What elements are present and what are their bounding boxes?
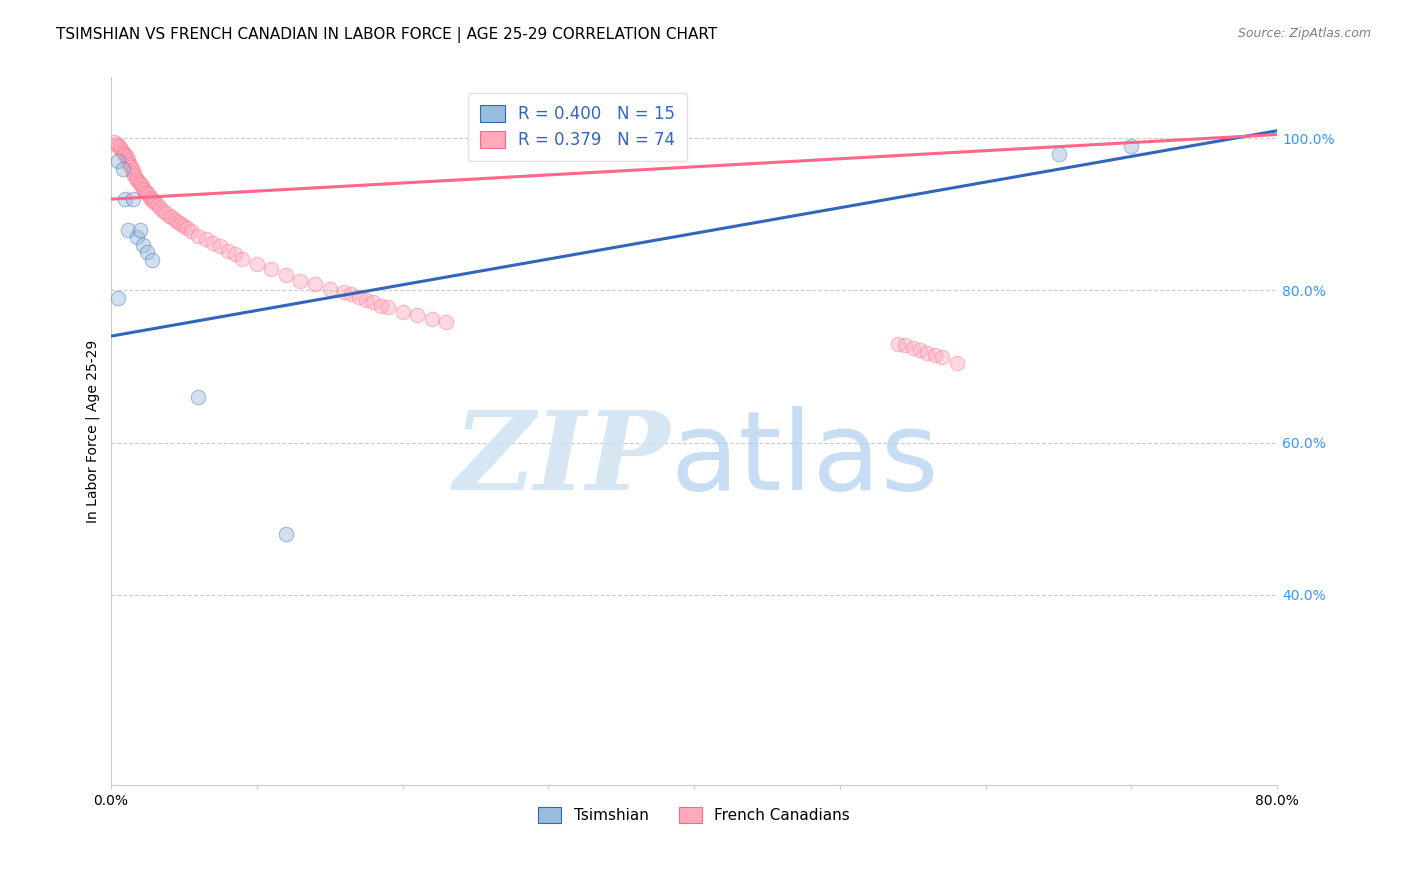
- Point: [146, 198, 169, 212]
- Point: [121, 165, 143, 179]
- Point: [170, 217, 193, 231]
- Point: [121, 192, 143, 206]
- Point: [887, 336, 910, 351]
- Point: [117, 155, 139, 169]
- Point: [103, 135, 125, 149]
- Point: [136, 245, 159, 260]
- Point: [333, 285, 356, 299]
- Point: [209, 239, 232, 253]
- Point: [187, 390, 209, 404]
- Point: [167, 215, 190, 229]
- Point: [274, 268, 297, 283]
- Point: [945, 356, 967, 370]
- Point: [917, 346, 939, 360]
- Point: [112, 146, 135, 161]
- Point: [128, 176, 150, 190]
- Point: [274, 527, 297, 541]
- Point: [138, 188, 160, 202]
- Text: TSIMSHIAN VS FRENCH CANADIAN IN LABOR FORCE | AGE 25-29 CORRELATION CHART: TSIMSHIAN VS FRENCH CANADIAN IN LABOR FO…: [56, 27, 717, 43]
- Point: [1121, 139, 1143, 153]
- Point: [304, 277, 326, 292]
- Point: [406, 308, 429, 322]
- Point: [136, 186, 159, 200]
- Point: [127, 230, 149, 244]
- Y-axis label: In Labor Force | Age 25-29: In Labor Force | Age 25-29: [86, 340, 100, 523]
- Point: [108, 140, 131, 154]
- Point: [142, 194, 165, 208]
- Point: [391, 305, 413, 319]
- Text: ZIP: ZIP: [454, 406, 671, 513]
- Point: [129, 177, 152, 191]
- Point: [115, 150, 138, 164]
- Point: [120, 160, 142, 174]
- Point: [149, 202, 172, 216]
- Point: [318, 282, 340, 296]
- Point: [107, 154, 129, 169]
- Point: [377, 300, 399, 314]
- Point: [125, 170, 148, 185]
- Point: [111, 161, 134, 176]
- Point: [122, 168, 145, 182]
- Point: [931, 351, 953, 365]
- Point: [924, 348, 946, 362]
- Point: [134, 183, 156, 197]
- Point: [155, 206, 177, 220]
- Point: [129, 222, 152, 236]
- Point: [117, 153, 139, 167]
- Point: [180, 224, 202, 238]
- Point: [121, 163, 143, 178]
- Point: [201, 236, 224, 251]
- Point: [114, 192, 136, 206]
- Point: [132, 181, 155, 195]
- Point: [176, 221, 198, 235]
- Point: [246, 257, 269, 271]
- Point: [107, 291, 129, 305]
- Point: [217, 244, 239, 258]
- Point: [434, 315, 457, 329]
- Point: [141, 253, 163, 268]
- Point: [363, 294, 385, 309]
- Legend: Tsimshian, French Canadians: Tsimshian, French Canadians: [527, 797, 860, 834]
- Point: [111, 145, 134, 159]
- Point: [127, 173, 149, 187]
- Point: [894, 338, 917, 352]
- Point: [901, 341, 924, 355]
- Point: [290, 274, 312, 288]
- Point: [194, 232, 217, 246]
- Point: [340, 287, 363, 301]
- Point: [105, 137, 128, 152]
- Point: [160, 211, 183, 225]
- Point: [141, 192, 163, 206]
- Point: [173, 219, 195, 233]
- Text: atlas: atlas: [671, 406, 939, 513]
- Point: [260, 262, 283, 277]
- Point: [132, 237, 155, 252]
- Point: [165, 212, 187, 227]
- Point: [139, 191, 162, 205]
- Point: [354, 293, 377, 307]
- Point: [347, 289, 370, 303]
- Point: [118, 158, 141, 172]
- Point: [143, 196, 166, 211]
- Point: [110, 143, 132, 157]
- Point: [157, 209, 180, 223]
- Point: [420, 312, 443, 326]
- Point: [187, 228, 209, 243]
- Point: [152, 203, 174, 218]
- Point: [370, 299, 392, 313]
- Point: [131, 178, 153, 193]
- Point: [117, 222, 139, 236]
- Point: [114, 148, 136, 162]
- Point: [224, 247, 246, 261]
- Point: [908, 343, 931, 357]
- Point: [1047, 146, 1070, 161]
- Point: [231, 252, 253, 266]
- Point: [107, 139, 129, 153]
- Text: Source: ZipAtlas.com: Source: ZipAtlas.com: [1237, 27, 1371, 40]
- Point: [135, 185, 157, 199]
